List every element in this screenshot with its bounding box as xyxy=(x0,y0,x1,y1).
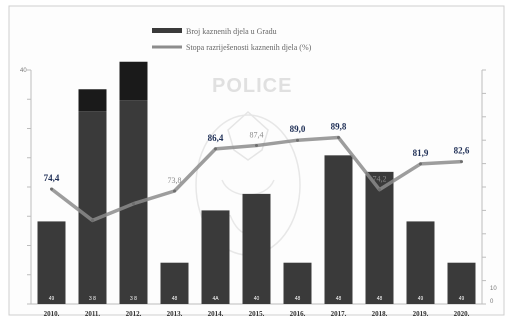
line-point-2017. xyxy=(337,136,340,140)
legend-bar-swatch xyxy=(152,28,182,33)
x-axis-labels: 2010. 2011. 2012. 2013. 2014. 2015. 2016. 2017.… xyxy=(44,310,470,318)
bar-inner-label: 3 8 xyxy=(89,296,96,302)
bar-2016. xyxy=(283,262,312,304)
x-tick-label: 2017. xyxy=(331,310,347,318)
bar-inner-label: 48 xyxy=(336,296,342,302)
bar-inner-label: 4A xyxy=(212,296,219,302)
line-point-2018. xyxy=(378,188,381,192)
x-tick-label: 2014. xyxy=(208,310,224,318)
bar-2019. xyxy=(406,221,435,304)
legend: Broj kaznenih djela u Gradu Stopa razrij… xyxy=(152,27,312,52)
right-axis-label-0: 0 xyxy=(490,299,494,305)
watermark-text: POLICE xyxy=(212,75,292,97)
axis-ticks xyxy=(27,69,486,305)
x-tick-label: 2020. xyxy=(454,310,470,318)
bar-cap-2012. xyxy=(119,61,148,101)
x-tick-label: 2015. xyxy=(249,310,265,318)
bar-cap-2011. xyxy=(78,89,107,112)
x-tick-label: 2010. xyxy=(44,310,60,318)
x-tick-label: 2011. xyxy=(85,310,101,318)
legend-bar-label: Broj kaznenih djela u Gradu xyxy=(186,27,277,36)
value-labels: 74,4 73,8 86,4 87,4 89,0 89,8 74,2 81,9 82,6 xyxy=(44,122,470,185)
line-value-label: 89,8 xyxy=(331,122,347,132)
bar-inner-label: 49 xyxy=(49,296,55,302)
bar-inner-label: 3 8 xyxy=(130,296,137,302)
bar-inner-label: 48 xyxy=(377,296,383,302)
watermark-crown-icon xyxy=(227,110,269,161)
bar-inner-label: 48 xyxy=(295,296,301,302)
x-tick-label: 2019. xyxy=(413,310,429,318)
line-value-label: 89,0 xyxy=(290,124,306,134)
bar-2017. xyxy=(324,155,353,304)
line-value-label: 87,4 xyxy=(250,131,264,140)
bar-2010. xyxy=(37,221,66,304)
x-tick-label: 2012. xyxy=(126,310,142,318)
bar-inner-label: 40 xyxy=(254,296,260,302)
line-point-2012. xyxy=(132,202,135,206)
bar-2020. xyxy=(447,262,476,304)
line-point-2011. xyxy=(91,218,94,222)
bar-2018. xyxy=(365,171,394,304)
line-point-2019. xyxy=(419,162,422,166)
right-axis-label-10: 10 xyxy=(490,286,497,292)
line-value-label: 74,2 xyxy=(373,175,387,184)
line-value-label: 74,4 xyxy=(44,173,60,183)
x-tick-label: 2013. xyxy=(167,310,183,318)
line-value-label: 86,4 xyxy=(208,133,224,143)
line-point-2020. xyxy=(460,160,463,164)
left-axis-top-label: 40 xyxy=(20,68,27,74)
line-point-2014. xyxy=(214,147,217,151)
bar-inner-label: 49 xyxy=(418,296,424,302)
line-point-2015. xyxy=(255,144,258,148)
bar-2015. xyxy=(242,193,271,304)
bar-inner-label: 49 xyxy=(459,296,465,302)
line-series xyxy=(50,135,463,223)
x-tick-label: 2016. xyxy=(290,310,306,318)
bar-inner-label: 48 xyxy=(172,296,178,302)
bar-2013. xyxy=(160,262,189,304)
line-value-label: 82,6 xyxy=(454,146,470,156)
line-point-2010. xyxy=(50,187,53,191)
x-tick-label: 2018. xyxy=(372,310,388,318)
line-point-2016. xyxy=(296,138,299,142)
bar-2014. xyxy=(201,210,230,304)
legend-line-label: Stopa razriješenosti kaznenih djela (%) xyxy=(186,43,312,52)
line-point-2013. xyxy=(173,189,176,193)
line-value-label: 81,9 xyxy=(413,148,429,158)
bar-2011. xyxy=(78,111,107,304)
line-value-label: 73,8 xyxy=(168,176,182,185)
